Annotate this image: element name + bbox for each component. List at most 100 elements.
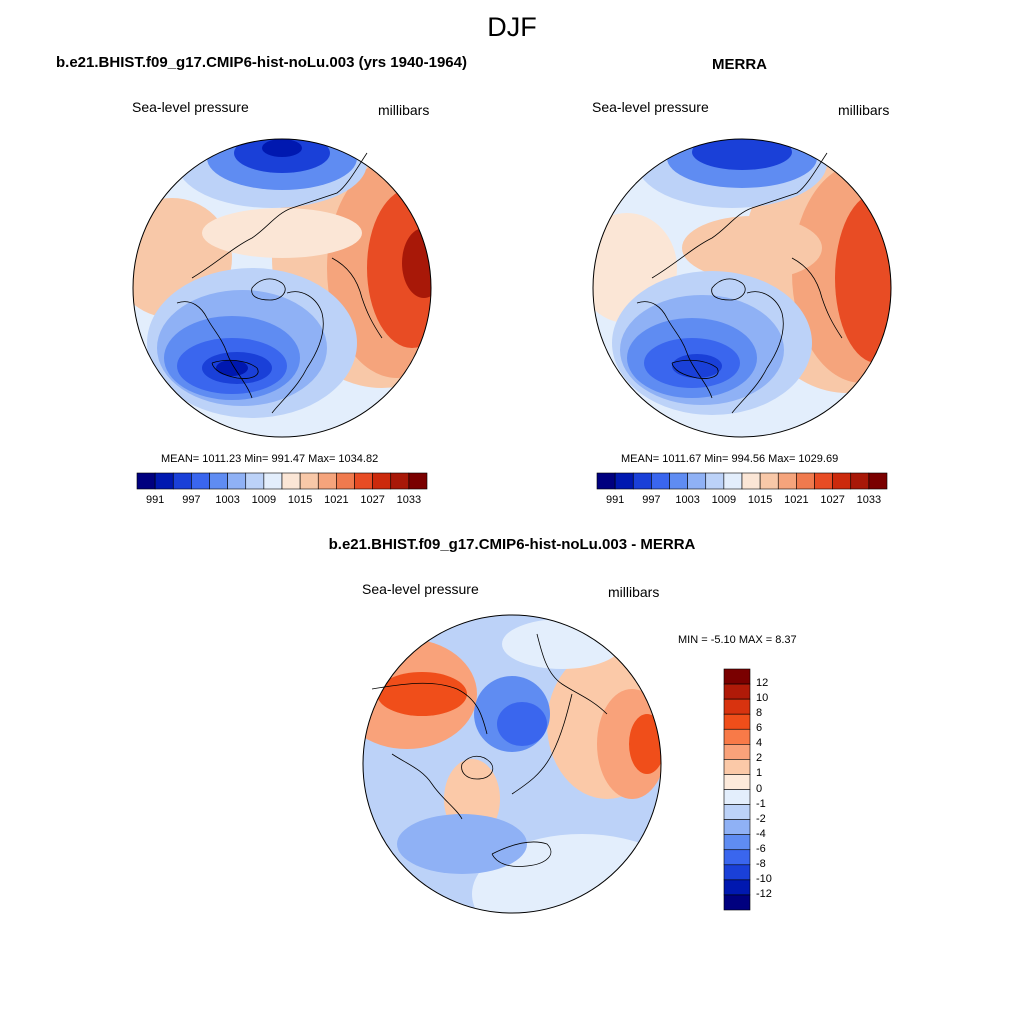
panel1-colorbar-swatch xyxy=(154,472,174,490)
panel2-colorbar-swatch xyxy=(814,472,833,490)
panel3-colorbar-swatch xyxy=(723,879,751,896)
panel2-variable-label: Sea-level pressure xyxy=(592,99,709,115)
panel1-coastlines xyxy=(176,152,383,414)
panel3-colorbar-swatch xyxy=(723,759,751,775)
panel3-colorbar-swatch xyxy=(723,864,751,881)
panel1-colorbar-tick-label: 1009 xyxy=(251,494,277,506)
panel2-colorbar-tick-label: 997 xyxy=(642,494,661,506)
panel3-colorbar-tick-label: -1 xyxy=(756,797,766,810)
panel2-colorbar-swatch xyxy=(632,472,652,490)
panel3-colorbar-swatch xyxy=(723,894,751,911)
panel2-colorbar-tick-label: 1033 xyxy=(856,494,882,506)
panel3-colorbar-tick-label: 0 xyxy=(756,782,763,795)
panel1-colorbar-swatch xyxy=(372,472,392,490)
panel2-field xyxy=(593,139,891,437)
panel2-coastlines xyxy=(636,152,843,414)
panel3-colorbar-tick-label: -8 xyxy=(756,857,766,870)
panel2-colorbar-swatch xyxy=(723,472,743,490)
panel1-colorbar-tick-label: 1021 xyxy=(324,494,349,506)
panel3-colorbar-swatch xyxy=(723,819,751,835)
panel1-colorbar-swatch xyxy=(136,472,156,490)
panel1-units-label: millibars xyxy=(378,102,430,118)
panel2-colorbar-swatch xyxy=(651,472,670,490)
figure-title: DJF xyxy=(487,12,537,42)
panel1-colorbar-swatch xyxy=(172,472,192,490)
panel2-stats: MEAN= 1011.67 Min= 994.56 Max= 1029.69 xyxy=(621,453,839,465)
panel2-colorbar xyxy=(596,472,888,490)
panel3-colorbar-swatch xyxy=(723,804,751,820)
panel1-colorbar-swatch xyxy=(245,472,265,490)
panel2-colorbar-tick-label: 1009 xyxy=(711,494,737,506)
panel1-colorbar-tick-label: 997 xyxy=(182,494,201,506)
panel1-stats: MEAN= 1011.23 Min= 991.47 Max= 1034.82 xyxy=(161,453,379,465)
panel3-colorbar-swatch xyxy=(723,774,751,790)
panel3-colorbar-swatch xyxy=(723,668,751,685)
panel2-units-label: millibars xyxy=(838,102,890,118)
panel3-colorbar-tick-label: 1 xyxy=(756,767,763,780)
panel3-map xyxy=(362,614,662,914)
panel2-colorbar-swatch xyxy=(614,472,634,490)
panel2-colorbar-tick-label: 1027 xyxy=(820,494,845,506)
panel2-colorbar-swatch xyxy=(796,472,815,490)
panel1-colorbar-swatch xyxy=(209,472,228,490)
panel3-colorbar-tick-label: 8 xyxy=(756,707,763,720)
panel2-colorbar-swatch xyxy=(777,472,797,490)
panel1-colorbar-tick-label: 1027 xyxy=(360,494,385,506)
panel1-colorbar-swatch xyxy=(390,472,410,490)
panel1-colorbar-swatch xyxy=(317,472,337,490)
panel2-colorbar-swatch xyxy=(759,472,779,490)
panel3-colorbar-tick-label: -4 xyxy=(756,827,766,840)
panel1-colorbar-ticks: 991 997 1003 1009 1015 1021 1027 1033 xyxy=(137,494,427,508)
panel2-title: MERRA xyxy=(712,56,767,73)
panel3-colorbar-swatch xyxy=(723,789,751,805)
panel2-colorbar-tick-label: 1015 xyxy=(747,494,773,506)
panel3-colorbar-swatch xyxy=(723,713,751,730)
panel3-colorbar-tick-label: 4 xyxy=(756,737,763,750)
panel3-title: b.e21.BHIST.f09_g17.CMIP6-hist-noLu.003 … xyxy=(328,536,696,553)
panel3-colorbar-tick-label: 12 xyxy=(756,677,769,690)
panel1-colorbar-swatch xyxy=(299,472,319,490)
panel1-field xyxy=(133,139,431,437)
panel3-colorbar-swatch xyxy=(723,834,751,851)
panel3-colorbar-tick-label: 6 xyxy=(756,722,763,735)
panel3-colorbar-ticks: 12 10 8 6 4 2 1 0 -1 -2 -4 -6 -8 -10 -12 xyxy=(756,669,796,910)
panel2-colorbar-swatch xyxy=(741,472,761,490)
panel1-map xyxy=(132,138,432,438)
panel3-colorbar xyxy=(723,668,751,911)
panel2-colorbar-tick-label: 1003 xyxy=(675,494,700,506)
panel3-stats: MIN = -5.10 MAX = 8.37 xyxy=(678,634,797,646)
panel2-colorbar-swatch xyxy=(669,472,688,490)
panel1-colorbar-swatch xyxy=(191,472,210,490)
panel3-field xyxy=(363,615,661,913)
panel1-colorbar-tick-label: 1015 xyxy=(287,494,313,506)
panel1-colorbar-tick-label: 1033 xyxy=(396,494,422,506)
panel3-colorbar-tick-label: -6 xyxy=(756,842,766,855)
panel1-colorbar-swatch xyxy=(263,472,283,490)
panel3-colorbar-tick-label: -2 xyxy=(756,812,766,825)
panel2-colorbar-swatch xyxy=(705,472,725,490)
panel3-colorbar-tick-label: -12 xyxy=(756,887,772,900)
panel2-colorbar-tick-label: 991 xyxy=(605,494,625,506)
panel1-colorbar-tick-label: 1003 xyxy=(215,494,240,506)
panel1-title: b.e21.BHIST.f09_g17.CMIP6-hist-noLu.003 … xyxy=(56,54,467,71)
panel3-colorbar-swatch xyxy=(723,683,751,700)
panel1-variable-label: Sea-level pressure xyxy=(132,99,249,115)
panel1-colorbar-swatch xyxy=(281,472,301,490)
panel3-units-label: millibars xyxy=(608,584,660,600)
panel3-colorbar-tick-label: 2 xyxy=(756,752,763,765)
panel1-colorbar-swatch xyxy=(336,472,355,490)
panel3-colorbar-swatch xyxy=(723,849,751,866)
panel1-colorbar-swatch xyxy=(227,472,247,490)
panel2-colorbar-swatch xyxy=(868,472,888,490)
panel3-colorbar-swatch xyxy=(723,698,751,715)
panel2-colorbar-swatch xyxy=(832,472,852,490)
panel1-colorbar-swatch xyxy=(408,472,428,490)
panel2-colorbar-tick-label: 1021 xyxy=(784,494,809,506)
panel2-colorbar-swatch xyxy=(687,472,707,490)
panel2-colorbar-swatch xyxy=(596,472,616,490)
panel3-coastlines xyxy=(371,633,608,867)
panel3-colorbar-tick-label: -10 xyxy=(756,872,772,885)
panel1-colorbar xyxy=(136,472,428,490)
panel2-colorbar-ticks: 991 997 1003 1009 1015 1021 1027 1033 xyxy=(597,494,887,508)
panel3-colorbar-swatch xyxy=(723,744,751,760)
